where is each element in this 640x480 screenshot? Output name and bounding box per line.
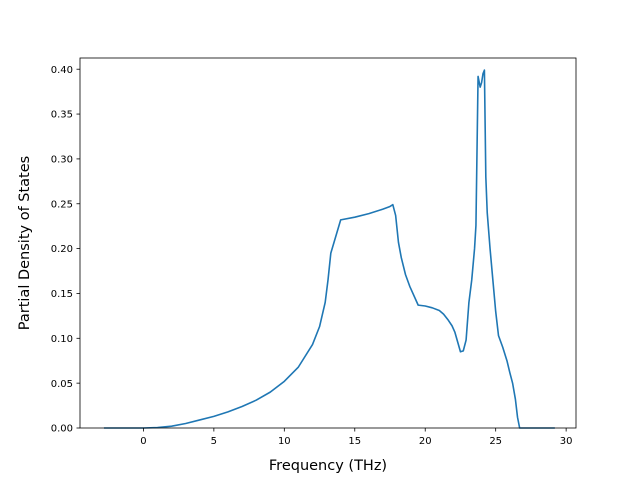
x-tick-label: 0 xyxy=(140,436,146,447)
y-tick-label: 0.10 xyxy=(51,334,73,345)
x-axis: 0 5 10 15 20 25 30 xyxy=(140,428,573,447)
plot-area xyxy=(103,69,555,429)
y-axis-label: Partial Density of States xyxy=(17,156,33,330)
x-axis-label: Frequency (THz) xyxy=(269,458,387,474)
pdos-line xyxy=(103,69,555,429)
y-tick-label: 0.25 xyxy=(51,199,73,210)
y-tick-label: 0.40 xyxy=(51,65,73,76)
x-tick-label: 5 xyxy=(211,436,217,447)
x-tick-label: 10 xyxy=(278,436,291,447)
axes-frame xyxy=(79,57,577,429)
y-tick-label: 0.35 xyxy=(51,110,73,121)
y-axis: 0.00 0.05 0.10 0.15 0.20 0.25 0.30 0.35 0.40 xyxy=(51,65,80,435)
y-tick-label: 0.20 xyxy=(51,244,73,255)
y-tick-label: 0.15 xyxy=(51,289,73,300)
y-tick-label: 0.05 xyxy=(51,379,73,390)
x-tick-label: 15 xyxy=(348,436,361,447)
x-tick-label: 20 xyxy=(419,436,432,447)
y-tick-label: 0.00 xyxy=(51,424,73,435)
x-tick-label: 25 xyxy=(489,436,502,447)
y-tick-label: 0.30 xyxy=(51,155,73,166)
x-tick-label: 30 xyxy=(560,436,573,447)
